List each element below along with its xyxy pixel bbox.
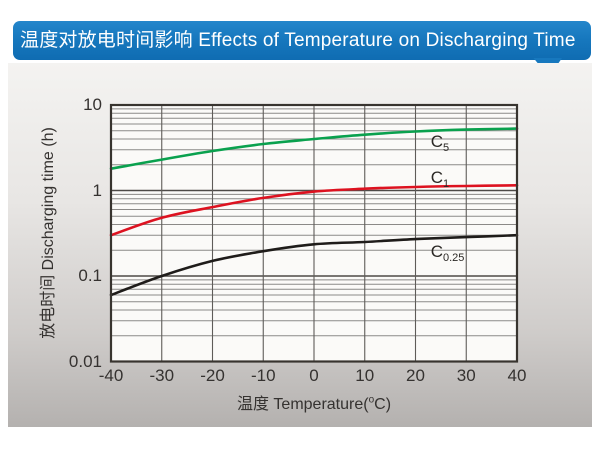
title-banner: 温度对放电时间影响 Effects of Temperature on Disc… bbox=[13, 21, 591, 60]
x-axis-title-unit: C) bbox=[374, 396, 392, 413]
degree-superscript: o bbox=[368, 394, 375, 406]
y-tick-label: 1 bbox=[92, 180, 102, 200]
plot-border bbox=[109, 103, 519, 363]
series-label-c025: C0.25 bbox=[430, 241, 465, 265]
x-tick-label: -30 bbox=[149, 366, 175, 385]
x-tick-label: -40 bbox=[98, 366, 124, 385]
curve-C1 bbox=[109, 184, 519, 237]
curve-C5 bbox=[109, 127, 519, 170]
series-label-c1: C1 bbox=[430, 168, 450, 191]
x-axis-title: 温度 Temperature(oC) bbox=[237, 390, 391, 414]
x-tick-label: 20 bbox=[406, 366, 425, 385]
series-label-c5: C5 bbox=[430, 131, 450, 155]
y-tick-label: 0.1 bbox=[78, 266, 102, 285]
y-axis-title: 放电时间 Discharging time (h) bbox=[40, 127, 57, 339]
y-tick-label: 10 bbox=[83, 95, 102, 114]
x-tick-label: 30 bbox=[456, 366, 476, 385]
x-tick-label: -10 bbox=[250, 366, 276, 385]
y-tick-label: 0.01 bbox=[68, 351, 102, 371]
x-tick-label: -20 bbox=[200, 366, 225, 385]
x-tick-label: 40 bbox=[507, 366, 527, 385]
x-axis-title-text: 温度 Temperature( bbox=[236, 396, 369, 413]
page-title: 温度对放电时间影响 Effects of Temperature on Disc… bbox=[20, 30, 576, 51]
curve-C0.25 bbox=[109, 233, 519, 297]
x-tick-label: 10 bbox=[355, 366, 375, 385]
x-tick-label: 0 bbox=[309, 366, 319, 385]
